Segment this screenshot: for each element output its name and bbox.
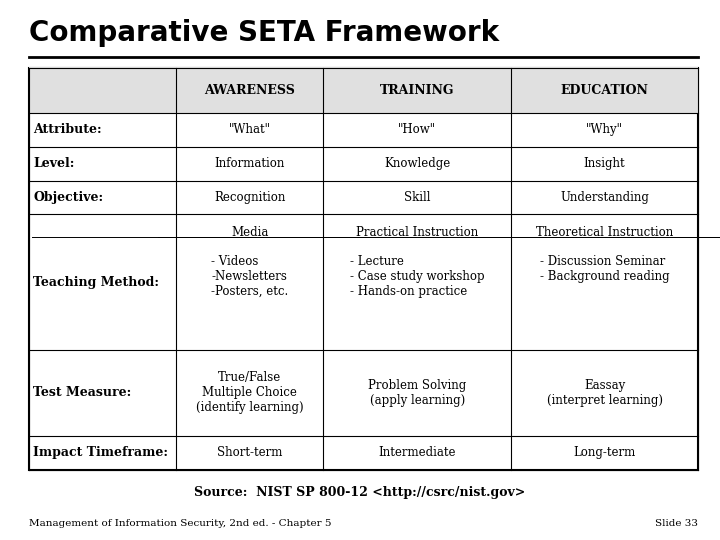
Text: Source:  NIST SP 800-12 <http://csrc/nist.gov>: Source: NIST SP 800-12 <http://csrc/nist…: [194, 486, 526, 499]
Text: - Discussion Seminar
- Background reading: - Discussion Seminar - Background readin…: [540, 240, 670, 283]
Text: Problem Solving
(apply learning): Problem Solving (apply learning): [368, 379, 467, 407]
Text: Comparative SETA Framework: Comparative SETA Framework: [29, 19, 499, 47]
Text: Information: Information: [215, 157, 285, 170]
Text: "How": "How": [398, 123, 436, 136]
Text: Attribute:: Attribute:: [33, 123, 102, 136]
Text: "What": "What": [229, 123, 271, 136]
Text: Long-term: Long-term: [574, 447, 636, 460]
Text: Management of Information Security, 2nd ed. - Chapter 5: Management of Information Security, 2nd …: [29, 519, 331, 529]
Text: Objective:: Objective:: [33, 191, 103, 204]
Text: TRAINING: TRAINING: [380, 84, 454, 97]
Text: - Lecture
- Case study workshop
- Hands-on practice: - Lecture - Case study workshop - Hands-…: [350, 240, 485, 298]
Text: Understanding: Understanding: [560, 191, 649, 204]
Text: Test Measure:: Test Measure:: [33, 387, 131, 400]
Text: Insight: Insight: [584, 157, 626, 170]
Text: Skill: Skill: [404, 191, 431, 204]
Text: AWARENESS: AWARENESS: [204, 84, 295, 97]
Text: EDUCATION: EDUCATION: [561, 84, 649, 97]
Text: Teaching Method:: Teaching Method:: [33, 276, 159, 289]
Text: Recognition: Recognition: [214, 191, 285, 204]
Bar: [29, 68, 698, 470]
Text: Practical Instruction: Practical Instruction: [356, 226, 478, 239]
Bar: [29, 68, 698, 113]
Text: Knowledge: Knowledge: [384, 157, 450, 170]
Text: Eassay
(interpret learning): Eassay (interpret learning): [546, 379, 662, 407]
Text: Level:: Level:: [33, 157, 74, 170]
Text: Impact Timeframe:: Impact Timeframe:: [33, 447, 168, 460]
Text: Media: Media: [231, 226, 269, 239]
Text: Short-term: Short-term: [217, 447, 282, 460]
Text: Intermediate: Intermediate: [379, 447, 456, 460]
Text: Theoretical Instruction: Theoretical Instruction: [536, 226, 673, 239]
Text: True/False
Multiple Choice
(identify learning): True/False Multiple Choice (identify lea…: [196, 372, 304, 415]
Text: Slide 33: Slide 33: [655, 519, 698, 529]
Text: - Videos
-Newsletters
-Posters, etc.: - Videos -Newsletters -Posters, etc.: [211, 240, 289, 298]
Text: "Why": "Why": [586, 123, 623, 136]
